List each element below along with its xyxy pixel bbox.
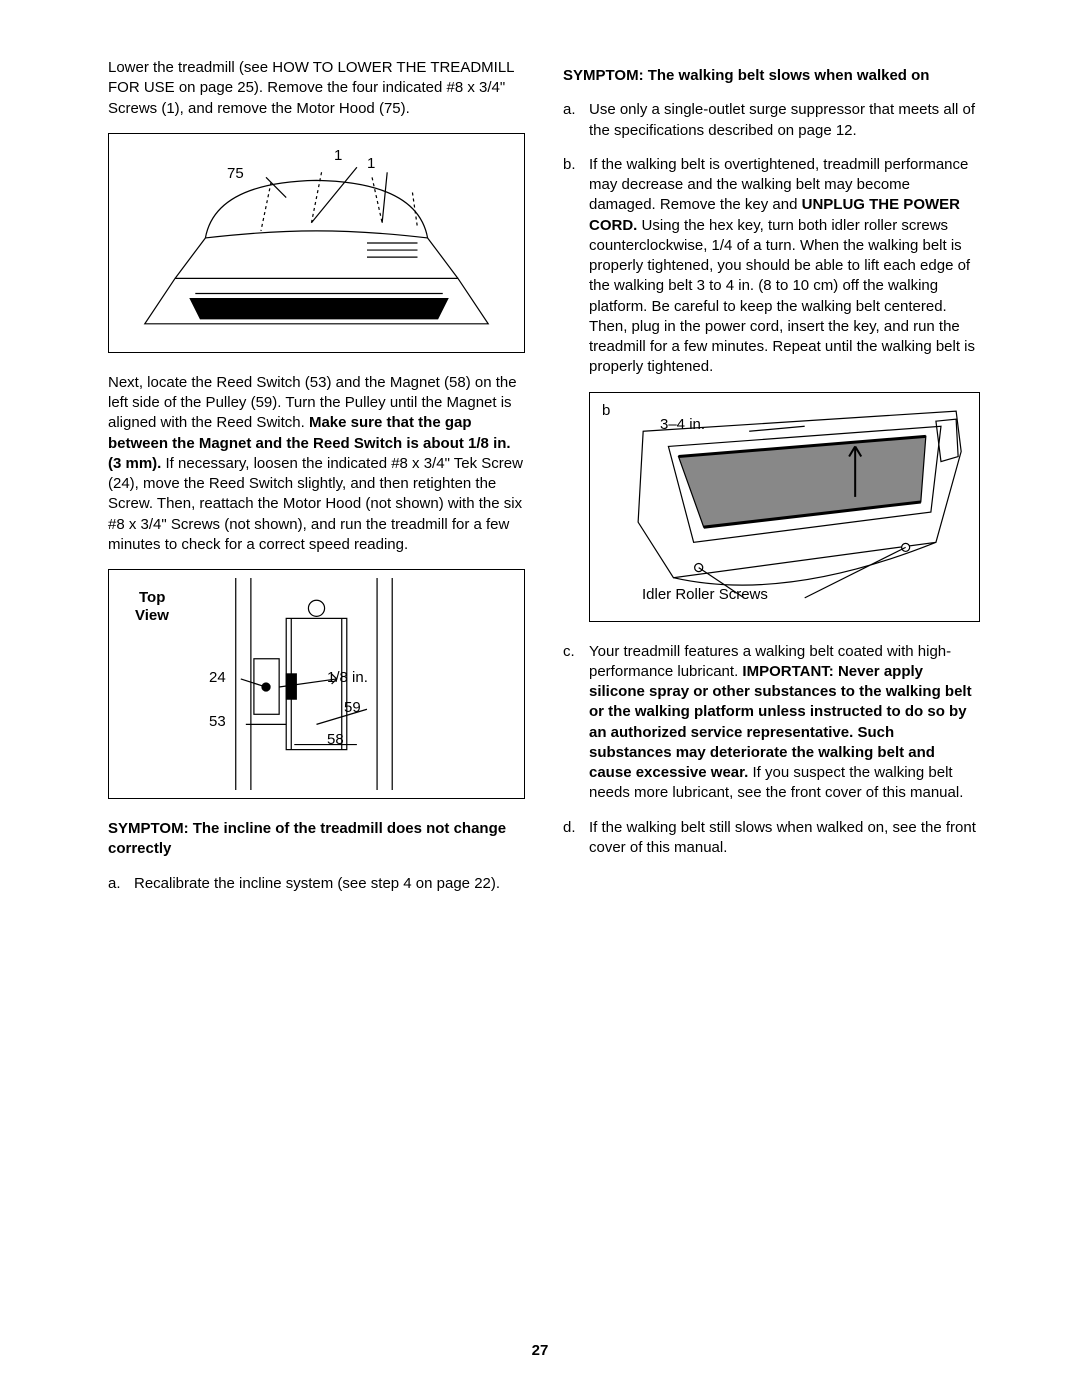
left-para-1: Lower the treadmill (see HOW TO LOWER TH… — [108, 58, 525, 119]
fig1-label-75: 75 — [227, 164, 244, 184]
incline-item-a: a. Recalibrate the incline system (see s… — [108, 874, 525, 894]
figure-motor-hood: 1 1 75 — [108, 133, 525, 353]
fig2-24: 24 — [209, 668, 226, 688]
belt-item-d: d. If the walking belt still slows when … — [563, 818, 980, 859]
list-body: If the walking belt is overtightened, tr… — [589, 155, 980, 378]
left-para-2: Next, locate the Reed Switch (53) and th… — [108, 373, 525, 555]
list-marker: c. — [563, 642, 589, 804]
list-body: If the walking belt still slows when wal… — [589, 818, 980, 859]
figure-idler-roller: b 3–4 in. Idler Roller Screws — [589, 392, 980, 622]
belt-item-c: c. Your treadmill features a walking bel… — [563, 642, 980, 804]
fig1-label-1a: 1 — [334, 146, 342, 166]
list-marker: b. — [563, 155, 589, 378]
figure-reed-switch: Top View 24 1/8 in. 59 53 58 — [108, 569, 525, 799]
symptom-belt-heading: SYMPTOM: The walking belt slows when wal… — [563, 66, 980, 86]
list-marker: a. — [108, 874, 134, 894]
list-body: Recalibrate the incline system (see step… — [134, 874, 525, 894]
fig2-18in: 1/8 in. — [327, 668, 368, 688]
fig3-b: b — [602, 401, 610, 421]
list-marker: d. — [563, 818, 589, 859]
fig1-label-1b: 1 — [367, 154, 375, 174]
belt-item-b: b. If the walking belt is overtightened,… — [563, 155, 980, 378]
symptom-incline-heading: SYMPTOM: The incline of the treadmill do… — [108, 819, 525, 860]
belt-item-a: a. Use only a single-outlet surge suppre… — [563, 100, 980, 141]
fig3-idler: Idler Roller Screws — [642, 585, 768, 605]
fig3-dim: 3–4 in. — [660, 415, 705, 435]
fig2-53: 53 — [209, 712, 226, 732]
list-body: Your treadmill features a walking belt c… — [589, 642, 980, 804]
list-body: Use only a single-outlet surge suppresso… — [589, 100, 980, 141]
list-marker: a. — [563, 100, 589, 141]
right-column: SYMPTOM: The walking belt slows when wal… — [563, 58, 980, 908]
fig2-59: 59 — [344, 698, 361, 718]
fig2-58: 58 — [327, 730, 344, 750]
fig2-view: View — [135, 606, 169, 626]
page-number: 27 — [0, 1341, 1080, 1361]
content-columns: Lower the treadmill (see HOW TO LOWER TH… — [108, 58, 980, 908]
left-column: Lower the treadmill (see HOW TO LOWER TH… — [108, 58, 525, 908]
